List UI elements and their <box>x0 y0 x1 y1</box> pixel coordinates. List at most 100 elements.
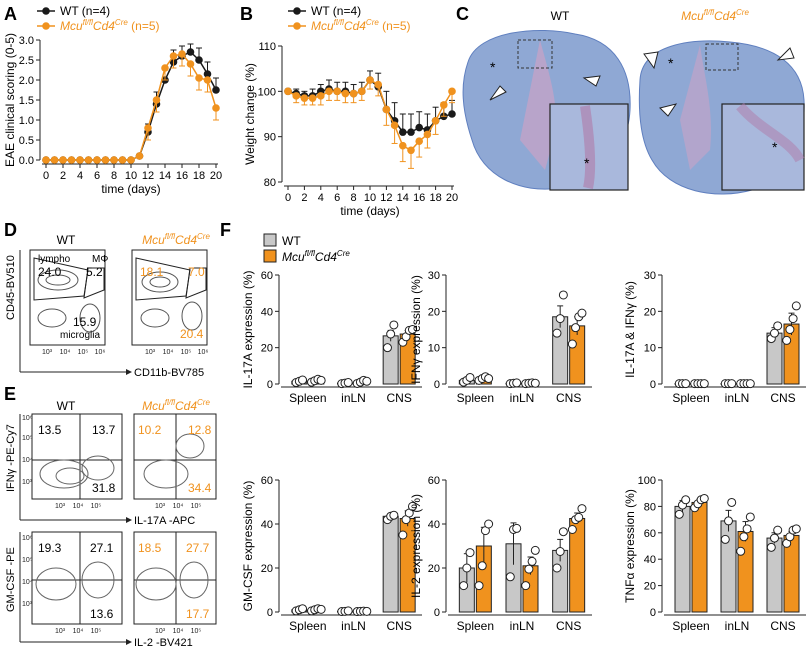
data-point <box>699 493 709 503</box>
wt-lympho-contour <box>37 269 79 291</box>
data-point <box>699 379 709 389</box>
y-tick-label: 30 <box>644 270 656 282</box>
data-point <box>362 376 372 386</box>
panel-e-tick: 10⁵ <box>191 503 202 510</box>
data-point <box>773 321 783 331</box>
wt-double2-value: 27.1 <box>90 541 114 555</box>
y-tick-label: 0 <box>267 607 273 619</box>
bar-chart-f1: 0 20 40 60 IL-17A expression (%) Spleen inLN CN… <box>241 270 422 405</box>
wt-gmcsf-il2-plot <box>31 531 123 625</box>
bar-chart-f5: 0 20 40 60 IL-2 expression (%) Spleen inLN CNS <box>409 475 592 633</box>
data-point <box>333 87 342 96</box>
panel-e-tick: 10⁵ <box>91 503 102 510</box>
panel-e-tick: 10⁴ <box>73 628 84 635</box>
data-point <box>484 374 494 384</box>
y-tick-label: 0 <box>650 607 656 619</box>
data-point <box>316 375 326 385</box>
y-tick-label: 100 <box>638 475 656 487</box>
panel-e-bottom-xticks: 10³ 10⁴ 10⁵ 10³ 10⁴ 10⁵ <box>55 628 201 635</box>
panel-letter-b: B <box>240 4 253 24</box>
y-tick-label: 1.5 <box>19 95 34 107</box>
y-tick-label: 0 <box>434 607 440 619</box>
y-tick-label: 60 <box>261 475 273 487</box>
category-label: CNS <box>386 619 411 633</box>
x-tick-label: 14 <box>397 192 409 204</box>
x-tick-label: 18 <box>429 192 441 204</box>
panel-d-ko-label: Mcufl/flCd4Cre <box>142 232 210 247</box>
data-point <box>101 156 110 164</box>
arrow-right-icon <box>126 517 132 523</box>
legend-wt-label: WT (n=4) <box>60 4 110 18</box>
wt-gate-microglia-label: microglia <box>60 330 100 341</box>
bar-chart-f2: 0 10 20 30 IFNγ expression (%) Spleen inLN CNS <box>409 270 592 405</box>
data-point <box>407 146 415 155</box>
data-point <box>144 124 152 132</box>
data-point <box>169 52 178 60</box>
data-point <box>484 519 494 529</box>
panel-e-tick: 10⁵ <box>91 628 102 635</box>
data-point <box>316 604 326 614</box>
wt-gmcsf-value: 19.3 <box>38 541 62 555</box>
data-point <box>552 563 562 573</box>
x-tick-label: 14 <box>159 170 171 182</box>
wt-lympho-value: 24.0 <box>38 265 62 279</box>
data-point <box>574 512 584 522</box>
data-point <box>423 130 432 139</box>
wt-contour <box>35 567 77 601</box>
y-tick-label: 0 <box>650 379 656 391</box>
panel-d-tick: 10⁴ <box>60 349 71 356</box>
data-point <box>186 48 195 56</box>
panel-e-tick: 10³ <box>55 628 66 635</box>
y-tick-label: 3.0 <box>19 35 34 47</box>
panel-f-bars: 0 20 40 60 IL-17A expression (%) Spleen inLN CN… <box>241 270 806 633</box>
legend-ko-marker <box>293 22 301 30</box>
data-point <box>739 532 749 542</box>
y-tick-label: 20 <box>428 563 440 575</box>
panel-e-bottom-ylabel: GM-CSF -PE <box>5 547 17 612</box>
y-tick-label: 0 <box>434 379 440 391</box>
ko-arrowhead-icon <box>643 51 659 70</box>
data-point <box>390 121 399 130</box>
panel-e-tick: 10⁴ <box>173 503 184 510</box>
y-tick-label: 80 <box>264 177 276 189</box>
data-point <box>720 534 730 544</box>
data-point <box>67 156 76 164</box>
ko-microglia-contour <box>181 301 203 331</box>
wt-gate-lympho-label: lympho <box>38 254 71 265</box>
data-point <box>186 60 195 68</box>
bar <box>382 335 399 385</box>
panel-e-wt-label: WT <box>57 399 76 413</box>
data-point <box>512 523 522 533</box>
x-tick-label: 4 <box>318 192 324 204</box>
data-point <box>84 156 93 164</box>
data-point <box>727 497 737 507</box>
data-point <box>745 379 755 389</box>
wt-contour <box>81 455 115 481</box>
x-tick-label: 12 <box>380 192 392 204</box>
panel-e-tick: 10⁴ <box>173 628 184 635</box>
category-label: Spleen <box>289 619 326 633</box>
panel-d-tick: 10⁵ <box>78 349 89 356</box>
y-tick-label: 110 <box>258 41 276 53</box>
category-label: Spleen <box>457 619 494 633</box>
y-tick-label: 40 <box>261 306 273 318</box>
data-point <box>788 314 798 324</box>
data-point <box>374 80 383 89</box>
panel-e-tick: 10⁴ <box>73 503 84 510</box>
data-point <box>325 87 333 96</box>
wt-inset-asterisk: * <box>584 155 590 171</box>
ko-mphi-gate <box>185 267 207 299</box>
data-point <box>398 530 408 540</box>
panel-b-chart: WT (n=4) Mcufl/flCd4Cre (n=5) 0 2 4 6 8 10 12 1… <box>243 4 458 218</box>
panel-e-tick: 10⁴ <box>22 457 33 464</box>
panel-e-top-yticks: 10⁶ 10⁵ 10⁴ 10³ <box>22 415 33 486</box>
data-point <box>521 581 531 591</box>
panel-e-bottom-xlabel: IL-2 -BV421 <box>134 637 193 649</box>
data-point <box>308 94 317 102</box>
y-tick-label: 60 <box>261 270 273 282</box>
data-point <box>415 137 424 145</box>
x-tick-label: 16 <box>413 192 425 204</box>
panel-d-tick: 10³ <box>42 349 53 356</box>
y-tick-label: 90 <box>264 132 276 144</box>
